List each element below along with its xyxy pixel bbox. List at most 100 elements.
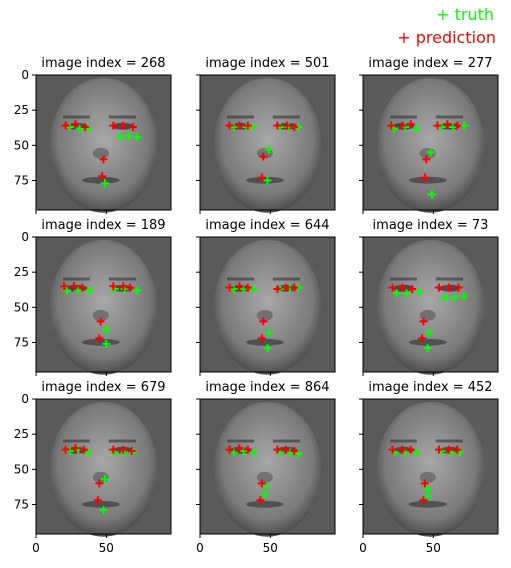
prediction-point xyxy=(433,121,442,130)
prediction-point xyxy=(398,283,407,292)
x-tick-label: 0 xyxy=(196,541,204,555)
panel-frame xyxy=(362,74,499,211)
truth-point xyxy=(84,448,93,457)
prediction-point xyxy=(420,479,429,488)
prediction-point xyxy=(129,123,138,132)
prediction-point xyxy=(61,121,70,130)
truth-point xyxy=(260,490,269,499)
truth-point xyxy=(460,121,469,130)
legend-prediction: + prediction xyxy=(397,28,496,47)
prediction-point xyxy=(434,283,443,292)
y-tick-label: 25 xyxy=(14,103,29,117)
prediction-point xyxy=(388,283,397,292)
prediction-point xyxy=(79,445,88,454)
prediction-point xyxy=(93,496,102,505)
prediction-point xyxy=(290,283,299,292)
panel-frame xyxy=(199,236,336,373)
prediction-point xyxy=(290,447,299,456)
prediction-point xyxy=(69,282,78,291)
y-tick-label: 0 xyxy=(21,392,29,406)
prediction-point xyxy=(419,317,428,326)
panel-title: image index = 189 xyxy=(41,218,165,233)
x-tick-label: 0 xyxy=(359,541,367,555)
prediction-point xyxy=(60,282,69,291)
truth-point xyxy=(294,449,303,458)
prediction-point xyxy=(225,121,234,130)
prediction-point xyxy=(95,479,104,488)
truth-point xyxy=(249,448,258,457)
prediction-point xyxy=(406,120,415,129)
panel-title: image index = 644 xyxy=(205,218,329,233)
prediction-point xyxy=(257,334,266,343)
truth-point xyxy=(440,293,449,302)
truth-point xyxy=(85,286,94,295)
truth-point xyxy=(423,485,432,493)
prediction-point xyxy=(406,445,415,454)
truth-point xyxy=(460,292,469,301)
panel-5: image index = 644 xyxy=(196,218,336,376)
prediction-point xyxy=(257,173,266,182)
prediction-point xyxy=(95,334,104,343)
prediction-point xyxy=(81,123,90,132)
prediction-point xyxy=(243,445,252,454)
truth-point xyxy=(249,123,258,132)
x-tick-label: 50 xyxy=(426,541,441,555)
prediction-point xyxy=(96,317,105,326)
panel-8: image index = 864 0 50 xyxy=(196,380,336,555)
y-tick-label: 75 xyxy=(14,335,29,349)
truth-point xyxy=(75,124,84,133)
prediction-point xyxy=(119,445,128,454)
truth-point xyxy=(415,287,424,296)
truth-point xyxy=(264,328,273,337)
prediction-point xyxy=(71,120,80,129)
prediction-point xyxy=(398,445,407,454)
prediction-point xyxy=(109,121,118,130)
truth-point xyxy=(102,325,111,334)
panel-title: image index = 452 xyxy=(368,380,492,395)
prediction-point xyxy=(453,445,462,454)
truth-point xyxy=(239,447,248,456)
truth-point xyxy=(74,286,83,295)
truth-point xyxy=(99,506,108,515)
prediction-point xyxy=(453,121,462,130)
panel-frame xyxy=(362,236,499,373)
truth-point xyxy=(450,293,459,302)
x-tick-label: 0 xyxy=(32,541,40,555)
prediction-point xyxy=(408,285,417,294)
prediction-point xyxy=(71,444,80,453)
truth-point xyxy=(286,448,294,457)
prediction-point xyxy=(398,121,407,130)
truth-point xyxy=(229,285,238,294)
truth-point xyxy=(124,131,133,140)
y-tick-label: 75 xyxy=(14,173,29,187)
prediction-point xyxy=(273,121,282,130)
panel-4: image index = 189 0 25 50 75 xyxy=(14,218,172,376)
panel-1: image index = 268 0 25 50 75 xyxy=(14,56,172,214)
truth-point xyxy=(100,179,109,188)
truth-point xyxy=(437,123,446,132)
prediction-point xyxy=(225,283,234,292)
prediction-point xyxy=(443,120,452,129)
panel-7: image index = 679 0 25 50 75 0 50 xyxy=(14,380,172,555)
prediction-point xyxy=(387,121,396,130)
x-tick-label: 50 xyxy=(263,541,278,555)
y-tick-label: 25 xyxy=(14,427,29,441)
truth-point xyxy=(239,285,248,294)
truth-point xyxy=(427,190,436,199)
truth-point xyxy=(229,123,238,132)
truth-point xyxy=(133,132,142,141)
prediction-point xyxy=(78,283,87,292)
prediction-point xyxy=(454,283,463,292)
panel-grid: image index = 268 0 25 50 75 image index = 50… xyxy=(14,56,499,555)
y-tick-label: 50 xyxy=(14,300,29,314)
y-tick-label: 25 xyxy=(14,265,29,279)
prediction-point xyxy=(281,445,290,454)
y-tick-label: 75 xyxy=(14,497,29,511)
prediction-point xyxy=(290,123,299,132)
truth-point xyxy=(264,145,273,154)
truth-point xyxy=(229,448,238,457)
truth-point xyxy=(100,475,109,484)
panel-title: image index = 268 xyxy=(41,56,165,71)
truth-point xyxy=(449,123,457,132)
truth-point xyxy=(392,289,401,298)
